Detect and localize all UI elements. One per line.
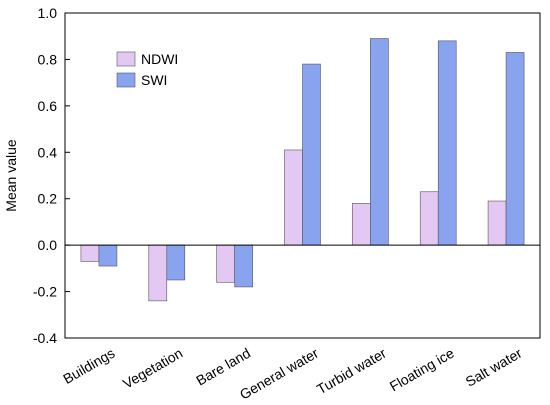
x-tick-label: Salt water [463,345,525,390]
x-tick-label: Vegetation [120,345,185,392]
bar-ndwi-2 [216,244,235,283]
bar-ndwi-3 [284,149,303,246]
y-tick-label: -0.4 [33,330,57,346]
y-tick-label: 0.8 [38,51,58,67]
bar-ndwi-0 [80,244,100,262]
bar-ndwi-6 [487,200,507,246]
y-tick-label: 0.6 [38,98,58,114]
y-tick-label: 0.2 [38,191,58,207]
legend-label-swi: SWI [141,72,167,88]
legend: NDWI SWI [116,51,178,88]
y-tick-label: 0.4 [38,144,58,160]
legend-label-ndwi: NDWI [141,51,178,67]
y-tick-label: 1.0 [38,5,58,21]
x-tick-label: Turbid water [314,345,389,398]
bar-swi-4 [370,38,389,246]
y-tick-label: -0.2 [33,284,57,300]
bar-swi-3 [302,63,321,246]
y-axis: -0.4 -0.2 0.0 0.2 0.4 0.6 0.8 1.0 [33,5,70,346]
plot-frame [64,12,541,339]
x-tick-label: Bare land [193,345,253,389]
bar-ndwi-1 [148,244,168,302]
bar-swi-6 [505,52,525,246]
bar-ndwi-4 [352,203,371,246]
bar-swi-5 [437,40,457,246]
bar-swi-1 [166,244,186,281]
bar-swi-2 [234,244,253,288]
legend-swatch-swi [116,72,136,88]
y-axis-title: Mean value [3,139,19,212]
y-tick-label: 0.0 [38,237,58,253]
bar-swi-0 [98,244,118,267]
x-tick-label: Floating ice [387,345,457,395]
legend-swatch-ndwi [116,51,136,67]
x-tick-label: Buildings [60,345,117,387]
bar-ndwi-5 [419,191,439,246]
